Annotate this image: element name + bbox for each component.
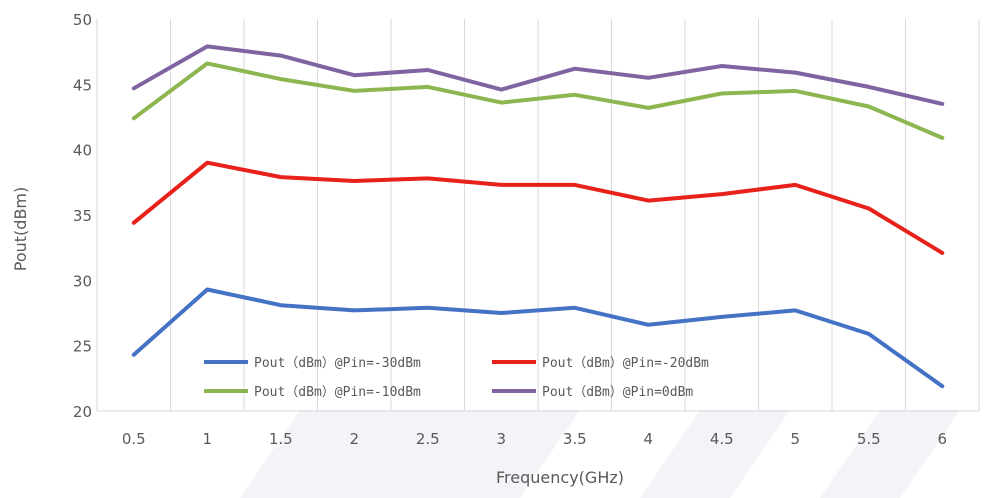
background-stripe bbox=[640, 410, 790, 498]
y-tick-label: 35 bbox=[73, 207, 92, 225]
x-tick-label: 4 bbox=[643, 430, 653, 448]
y-axis-ticks: 20 25 30 35 40 45 50 bbox=[73, 11, 92, 421]
series-line-3 bbox=[131, 44, 945, 106]
x-tick-label: 5.5 bbox=[857, 430, 881, 448]
grid bbox=[96, 19, 980, 412]
legend-label: Pout（dBm）@Pin=-20dBm bbox=[542, 356, 709, 371]
series-lines bbox=[131, 44, 945, 389]
y-tick-label: 20 bbox=[73, 403, 92, 421]
legend: Pout（dBm）@Pin=-30dBm Pout（dBm）@Pin=-20dBm… bbox=[204, 356, 709, 400]
x-tick-label: 5 bbox=[790, 430, 800, 448]
background-stripes bbox=[240, 410, 960, 498]
y-tick-label: 45 bbox=[73, 76, 92, 94]
y-tick-label: 30 bbox=[73, 272, 92, 290]
series-line-0 bbox=[131, 287, 945, 389]
x-axis-title: Frequency(GHz) bbox=[496, 468, 624, 487]
x-tick-label: 2.5 bbox=[416, 430, 440, 448]
x-tick-label: 1.5 bbox=[269, 430, 293, 448]
x-tick-label: 6 bbox=[937, 430, 947, 448]
y-tick-label: 25 bbox=[73, 338, 92, 356]
background-stripe bbox=[240, 410, 580, 498]
y-tick-label: 50 bbox=[73, 11, 92, 29]
x-tick-label: 3.5 bbox=[563, 430, 587, 448]
series-line-1 bbox=[131, 160, 945, 255]
series-line-2 bbox=[131, 61, 945, 140]
legend-label: Pout（dBm）@Pin=-10dBm bbox=[254, 385, 421, 400]
x-tick-label: 1 bbox=[202, 430, 212, 448]
x-tick-label: 4.5 bbox=[710, 430, 734, 448]
x-tick-label: 0.5 bbox=[122, 430, 146, 448]
background-stripe bbox=[820, 410, 960, 498]
legend-label: Pout（dBm）@Pin=0dBm bbox=[542, 385, 693, 400]
y-tick-label: 40 bbox=[73, 142, 92, 160]
legend-label: Pout（dBm）@Pin=-30dBm bbox=[254, 356, 421, 371]
y-axis-title: Pout(dBm) bbox=[11, 187, 30, 271]
x-axis-ticks: 0.5 1 1.5 2 2.5 3 3.5 4 4.5 5 5.5 6 bbox=[122, 430, 947, 448]
x-tick-label: 2 bbox=[349, 430, 359, 448]
x-tick-label: 3 bbox=[496, 430, 506, 448]
